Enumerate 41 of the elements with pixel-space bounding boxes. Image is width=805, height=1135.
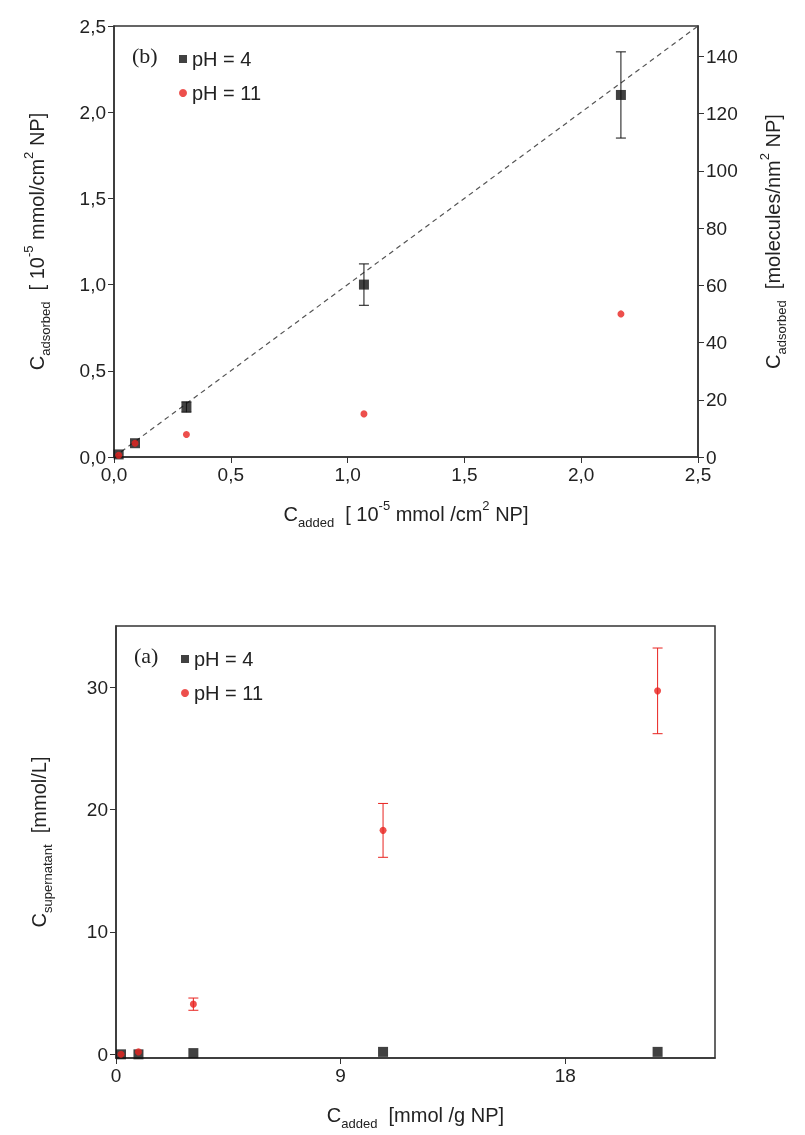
annotation: (b) <box>132 42 158 68</box>
y2-tick-label: 140 <box>706 45 738 67</box>
y2-tick-label: 60 <box>706 274 728 296</box>
point <box>182 431 190 439</box>
point <box>654 687 662 695</box>
y-tick-label: 30 <box>86 676 108 698</box>
y-tick-label: 2,5 <box>79 15 106 37</box>
y2-tick-label: 40 <box>706 332 728 354</box>
point <box>378 1046 389 1057</box>
legend-label: pH = 4 <box>192 48 252 70</box>
x-tick-label: 1,5 <box>451 464 478 485</box>
annotation: (a) <box>134 642 159 668</box>
y2-tick-label: 20 <box>706 389 728 411</box>
y-tick-label: 20 <box>86 799 108 821</box>
y-tick-label: 2,0 <box>79 101 106 123</box>
x-tick-label: 18 <box>554 1065 576 1086</box>
y-axis-title: Cadsorbed [ 10-5 mmol/cm2 NP] <box>21 112 53 371</box>
point <box>188 1048 199 1059</box>
x-tick-label: 1,0 <box>334 464 361 485</box>
y-tick-label: 10 <box>86 921 108 943</box>
y-tick-label: 1,0 <box>79 274 106 296</box>
point <box>358 279 369 290</box>
y2-tick-label: 80 <box>706 217 728 239</box>
y2-axis-title: Cadsorbed [molecules/nm2 NP] <box>757 114 789 369</box>
point <box>652 1046 663 1057</box>
legend-label: pH = 11 <box>194 682 264 704</box>
x-tick-label: 0,5 <box>217 464 245 485</box>
y-axis-title: Csupernatant [mmol/L] <box>28 756 55 928</box>
legend-label: pH = 11 <box>192 82 262 104</box>
point <box>134 1048 142 1056</box>
y-tick-label: 0 <box>97 1043 108 1065</box>
point <box>615 89 626 100</box>
y-tick-label: 0,5 <box>79 360 106 382</box>
point <box>379 826 387 834</box>
y2-tick-label: 120 <box>706 103 738 125</box>
x-tick-label: 9 <box>335 1065 346 1086</box>
y-tick-label: 1,5 <box>79 187 106 209</box>
legend-label: pH = 4 <box>194 648 254 670</box>
x-tick-label: 0 <box>110 1065 122 1086</box>
x-tick-label: 2,0 <box>567 464 595 485</box>
y2-tick-label: 100 <box>706 160 738 182</box>
